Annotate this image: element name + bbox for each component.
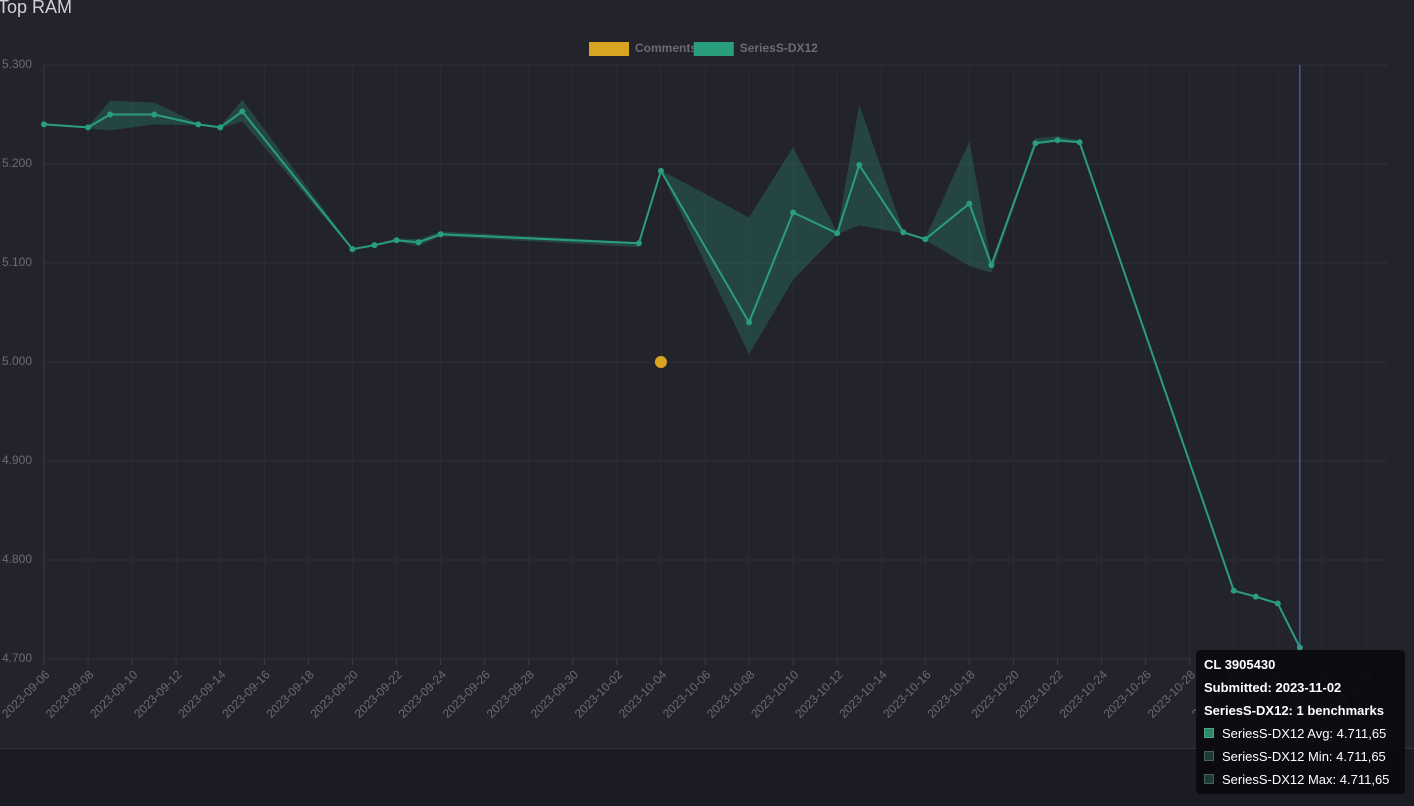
data-point (107, 111, 114, 118)
data-point (1054, 137, 1061, 144)
data-point (371, 242, 378, 249)
tooltip-summary: SeriesS-DX12: 1 benchmarks (1204, 703, 1384, 718)
data-point (41, 121, 47, 128)
data-point (349, 246, 356, 253)
data-point (1274, 600, 1281, 607)
tooltip-submitted: Submitted: 2023-11-02 (1204, 680, 1342, 695)
tooltip-swatch (1204, 728, 1214, 738)
tooltip-swatch (1204, 774, 1214, 784)
data-point (85, 124, 92, 131)
plot-background (0, 0, 1414, 748)
data-point (1076, 139, 1083, 146)
data-point (1230, 587, 1237, 594)
data-point (988, 261, 995, 268)
data-point (856, 161, 863, 168)
data-point (151, 111, 158, 118)
chart-title: Top RAM (0, 0, 72, 17)
y-tick-label: 5.100 (2, 255, 32, 269)
y-tick-label: 4.800 (2, 552, 32, 566)
y-tick-label: 5.000 (2, 354, 32, 368)
tooltip-items: SeriesS-DX12 Avg: 4.711,65 SeriesS-DX12 M… (1204, 726, 1397, 795)
data-point (746, 319, 753, 326)
legend-swatch (589, 42, 629, 56)
data-point (393, 237, 400, 244)
y-tick-label: 4.900 (2, 453, 32, 467)
y-tick-label: 4.700 (2, 651, 32, 665)
data-point (922, 236, 929, 243)
tooltip: CL 3905430 Submitted: 2023-11-02 SeriesS… (1196, 650, 1405, 794)
comment-point (654, 356, 667, 368)
tooltip-item: SeriesS-DX12 Avg: 4.711,65 (1204, 726, 1397, 749)
tooltip-text: SeriesS-DX12 Avg: 4.711,65 (1222, 726, 1387, 741)
data-point (1252, 593, 1259, 600)
data-point (415, 239, 422, 246)
tooltip-text: SeriesS-DX12 Min: 4.711,65 (1222, 749, 1386, 764)
y-tick-label: 5.300 (2, 57, 32, 71)
data-point (1032, 140, 1039, 147)
tooltip-item: SeriesS-DX12 Min: 4.711,65 (1204, 749, 1397, 772)
tooltip-swatch (1204, 751, 1214, 761)
tooltip-item: SeriesS-DX12 Max: 4.711,65 (1204, 772, 1397, 795)
range-band (44, 99, 1300, 648)
y-tick-label: 5.200 (2, 156, 32, 170)
legend-label: SeriesS-DX12 (740, 41, 818, 55)
legend-label: Comments (635, 41, 697, 55)
tooltip-title: CL 3905430 (1204, 657, 1276, 672)
data-point (900, 229, 907, 236)
legend-swatch (693, 42, 734, 56)
data-point (966, 200, 973, 207)
data-point (635, 240, 642, 247)
data-point (657, 167, 664, 174)
data-point (834, 230, 841, 237)
data-point (437, 231, 444, 238)
data-point (195, 121, 202, 128)
data-point (217, 124, 224, 131)
tooltip-text: SeriesS-DX12 Max: 4.711,65 (1222, 772, 1390, 787)
data-point (790, 209, 797, 216)
data-point (239, 108, 246, 115)
